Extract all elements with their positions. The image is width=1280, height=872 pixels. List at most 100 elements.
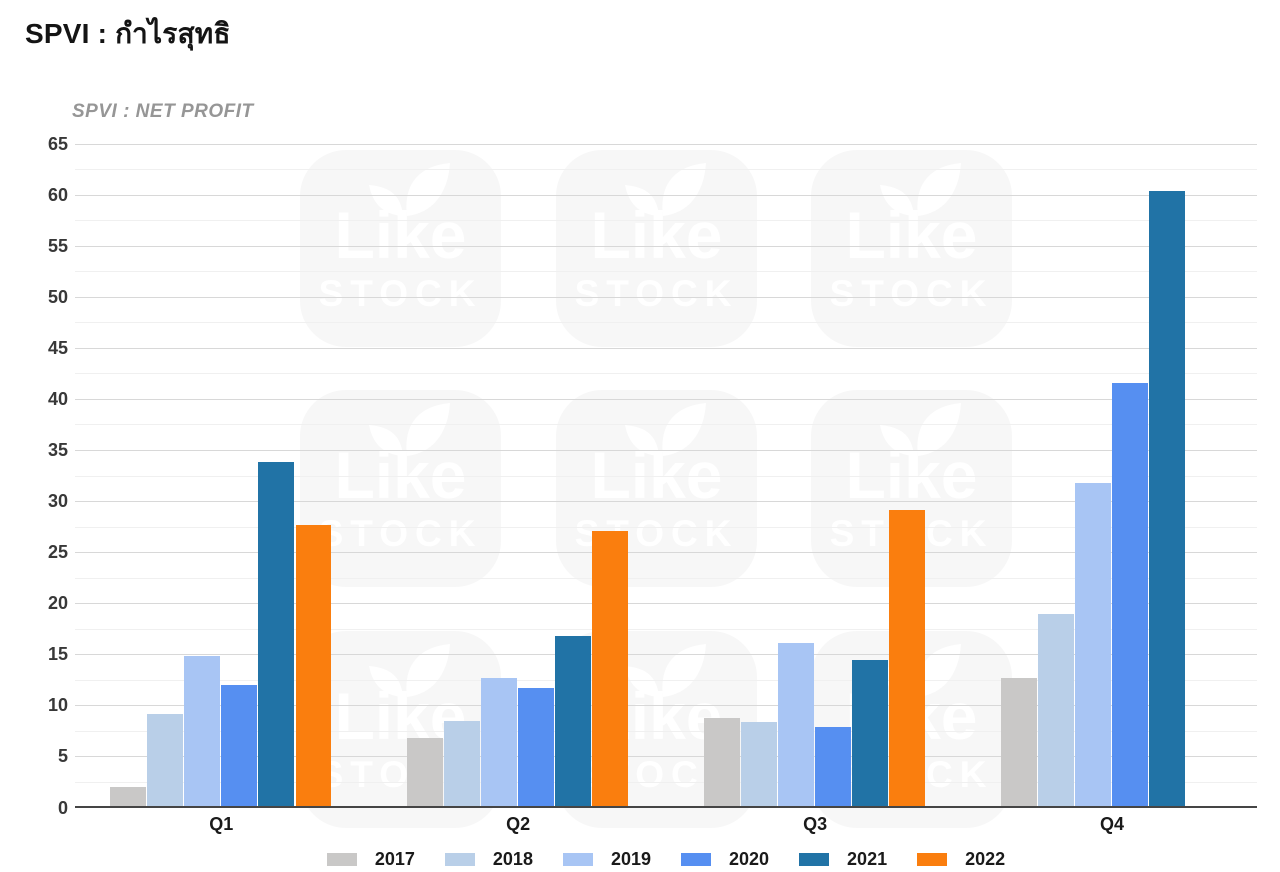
major-gridline (75, 143, 1257, 145)
major-gridline (75, 245, 1257, 247)
x-axis-label-q4: Q4 (1099, 814, 1124, 834)
leaf-icon (625, 163, 706, 216)
legend-year-label: 2021 (847, 848, 888, 869)
y-axis-tick-label: 65 (47, 133, 68, 154)
y-axis-tick-label: 5 (57, 746, 68, 767)
minor-gridline (75, 373, 1257, 375)
major-gridline (75, 705, 1257, 707)
legend-color-swatch (326, 852, 357, 866)
bar-2017-q1 (110, 787, 146, 808)
watermark-tile: Like STOCK (556, 150, 757, 347)
minor-gridline (75, 526, 1257, 528)
legend-item-2020: 2020 (681, 849, 769, 870)
minor-gridline (75, 475, 1257, 477)
legend-color-swatch (799, 852, 830, 866)
watermark-text-stock: STOCK (574, 513, 739, 554)
bar-2021-q2 (555, 635, 592, 808)
y-axis-tick-label: 40 (47, 388, 68, 409)
leaf-icon (625, 403, 706, 456)
y-axis-tick-label: 45 (47, 337, 68, 358)
minor-gridline (75, 628, 1257, 630)
bar-2021-q1 (258, 462, 295, 808)
bar-2020-q3 (815, 726, 851, 808)
bar-2020-q2 (518, 687, 555, 808)
minor-gridline (75, 781, 1257, 783)
minor-gridline (75, 679, 1257, 681)
bar-2018-q4 (1037, 614, 1074, 808)
major-gridline (75, 449, 1257, 451)
watermark-text-stock: STOCK (318, 273, 483, 314)
bar-2019-q4 (1074, 482, 1111, 808)
legend-year-label: 2019 (610, 848, 651, 869)
leaf-icon (880, 403, 961, 456)
legend-year-label: 2022 (965, 848, 1006, 869)
legend-year-label: 2018 (492, 848, 533, 869)
legend-item-2017: 2017 (326, 848, 415, 870)
page-title: SPVI : กำไรสุทธิ (25, 18, 231, 49)
minor-gridline (75, 322, 1257, 324)
minor-gridline (75, 169, 1257, 171)
major-gridline (75, 756, 1257, 758)
bar-2020-q1 (221, 684, 258, 808)
bar-2019-q3 (778, 643, 814, 808)
major-gridline (75, 347, 1257, 349)
minor-gridline (75, 577, 1257, 579)
watermark-tile: Like STOCK (300, 390, 501, 587)
watermark-text-stock: STOCK (574, 273, 739, 314)
bar-2021-q3 (852, 660, 889, 808)
bar-2018-q3 (740, 721, 777, 808)
leaf-icon (625, 644, 706, 697)
leaf-icon (369, 163, 450, 216)
legend-item-2018: 2018 (444, 848, 533, 870)
y-axis-tick-label: 25 (47, 542, 68, 563)
minor-gridline (75, 220, 1257, 222)
minor-gridline (75, 271, 1257, 273)
major-gridline (75, 194, 1257, 196)
bar-2022-q1 (295, 524, 332, 808)
x-axis-label-q1: Q1 (209, 814, 234, 834)
major-gridline (75, 552, 1257, 554)
leaf-icon (369, 403, 450, 456)
legend-item-2019: 2019 (562, 848, 651, 870)
bar-2018-q2 (444, 720, 480, 808)
bar-2018-q1 (147, 713, 183, 808)
watermark-text-like: Like (590, 438, 723, 512)
minor-gridline (75, 730, 1257, 732)
y-axis-tick-label: 35 (47, 439, 68, 460)
bar-2020-q4 (1112, 382, 1148, 808)
watermark-tile: Like STOCK (556, 390, 757, 587)
chart-subtitle: SPVI : NET PROFIT (72, 101, 254, 122)
y-axis-tick-label: 0 (57, 797, 68, 818)
bar-2017-q3 (703, 717, 740, 808)
bar-2019-q2 (481, 677, 517, 808)
bar-2017-q4 (1000, 677, 1037, 808)
major-gridline (75, 654, 1257, 656)
chart-legend: 2017 2018 2019 2020 2021 2022 (75, 846, 1257, 872)
y-axis-tick-label: 10 (47, 695, 68, 716)
bar-2019-q1 (184, 656, 221, 808)
bar-2022-q3 (889, 510, 926, 808)
major-gridline (75, 296, 1257, 298)
watermark-tile: Like STOCK (300, 150, 501, 347)
watermark-text-like: Like (590, 198, 723, 272)
x-axis-label-q2: Q2 (506, 814, 531, 834)
leaf-icon (369, 644, 450, 697)
y-axis-tick-label: 50 (47, 286, 68, 307)
watermark-text-like: Like (845, 438, 978, 512)
y-axis-tick-label: 60 (47, 184, 68, 205)
legend-year-label: 2020 (729, 848, 770, 869)
y-axis-tick-label: 15 (47, 644, 68, 665)
leaf-icon (880, 163, 961, 216)
y-axis-tick-label: 55 (47, 235, 68, 256)
legend-year-label: 2017 (374, 848, 415, 869)
x-axis-label-q3: Q3 (803, 814, 828, 834)
watermark-text-like: Like (334, 198, 467, 272)
watermark-text-like: Like (845, 198, 978, 272)
legend-color-swatch (562, 852, 593, 866)
major-gridline (75, 501, 1257, 503)
watermark-text-stock: STOCK (829, 273, 994, 314)
bar-2022-q2 (592, 530, 629, 808)
legend-color-swatch (917, 852, 948, 866)
x-axis-line (75, 806, 1257, 808)
legend-item-2021: 2021 (799, 849, 887, 870)
